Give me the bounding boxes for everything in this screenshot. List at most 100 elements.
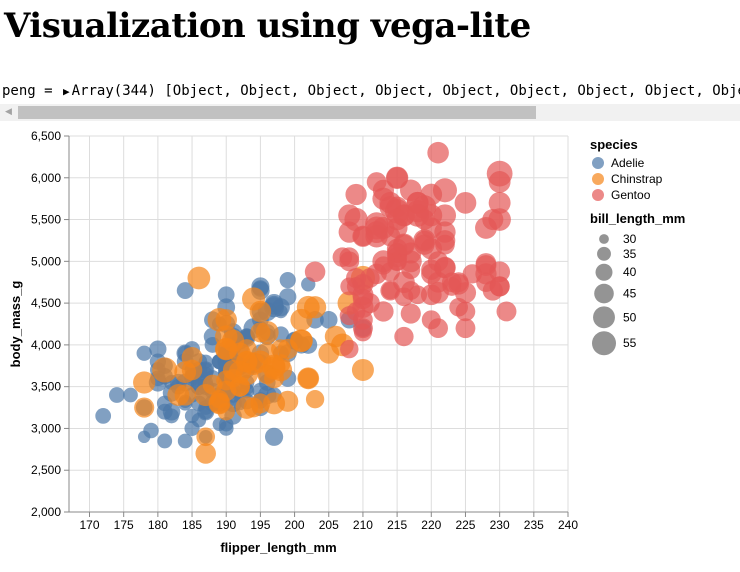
array-summary[interactable]: Array(344) [Object, Object, Object, Obje… (71, 83, 740, 99)
data-point-gentoo (401, 281, 421, 301)
scrollbar-thumb[interactable] (18, 106, 536, 119)
data-point-adelie (279, 272, 296, 289)
legend-size-label: 55 (623, 336, 637, 350)
page-title: Visualization using vega-lite (4, 6, 531, 46)
data-point-chinstrap (298, 368, 319, 389)
data-point-gentoo (475, 253, 497, 274)
data-point-adelie (177, 433, 193, 449)
data-point-adelie (264, 427, 284, 446)
data-point-gentoo (340, 339, 359, 359)
y-tick-label: 2,500 (31, 463, 61, 477)
data-point-chinstrap (174, 361, 197, 383)
data-point-gentoo (373, 301, 394, 322)
data-point-gentoo (435, 234, 455, 255)
data-point-adelie (136, 345, 152, 361)
legend-size-title: bill_length_mm (590, 211, 685, 226)
x-tick-label: 180 (148, 518, 168, 532)
data-point-adelie (157, 433, 173, 449)
x-tick-label: 175 (114, 518, 134, 532)
legend-size-label: 50 (623, 310, 637, 324)
legend-size-symbol (599, 234, 609, 244)
x-tick-label: 185 (182, 518, 202, 532)
x-tick-label: 230 (490, 518, 510, 532)
data-point-chinstrap (351, 358, 374, 381)
data-point-gentoo (496, 301, 517, 322)
variable-name: peng = (2, 83, 62, 99)
data-point-chinstrap (215, 309, 237, 331)
x-tick-label: 235 (524, 518, 544, 532)
data-point-chinstrap (242, 287, 266, 311)
y-tick-label: 2,000 (31, 505, 61, 519)
legend-swatch-gentoo (592, 189, 604, 201)
data-point-chinstrap (133, 371, 156, 394)
horizontal-scrollbar[interactable]: ◀ (0, 104, 740, 121)
scroll-left-arrow-icon[interactable]: ◀ (5, 107, 12, 117)
x-axis-title: flipper_length_mm (220, 540, 336, 555)
data-point-adelie (319, 311, 338, 329)
data-point-chinstrap (187, 266, 211, 290)
data-point-chinstrap (250, 393, 271, 414)
data-point-gentoo (392, 233, 416, 256)
x-tick-label: 200 (285, 518, 305, 532)
data-point-gentoo (344, 207, 368, 232)
code-output-line: peng = ▶ Array(344) [Object, Object, Obje… (2, 81, 740, 101)
data-point-adelie (176, 282, 194, 300)
data-point-gentoo (454, 282, 477, 304)
data-point-chinstrap (264, 368, 285, 389)
data-point-chinstrap (305, 390, 325, 409)
legend-size-label: 35 (623, 247, 637, 261)
y-tick-label: 5,000 (31, 254, 61, 268)
data-point-chinstrap (195, 443, 216, 464)
legend-swatch-chinstrap (592, 173, 604, 185)
legend-label-gentoo: Gentoo (611, 188, 651, 202)
x-tick-label: 170 (79, 518, 99, 532)
y-tick-label: 3,500 (31, 380, 61, 394)
data-point-chinstrap (277, 338, 298, 360)
expand-triangle-icon[interactable]: ▶ (63, 85, 70, 98)
data-point-chinstrap (167, 384, 190, 406)
data-point-chinstrap (228, 360, 252, 384)
data-point-gentoo (428, 318, 448, 339)
axes: 170 175 180 185 190 195 200 205 210 215 220 225 230 2… (31, 129, 578, 532)
legend-size-label: 40 (623, 265, 637, 279)
data-point-adelie (184, 420, 200, 437)
y-tick-label: 5,500 (31, 213, 61, 227)
data-point-gentoo (386, 167, 408, 189)
data-point-adelie (123, 387, 138, 403)
data-point-gentoo (488, 191, 511, 214)
legend: species bill_length_mm Adelie Chinstrap Ge… (590, 137, 685, 356)
data-point-gentoo (386, 208, 408, 231)
scatter-chart: 170 175 180 185 190 195 200 205 210 215 220 225 230 2… (8, 129, 685, 555)
data-point-adelie (149, 340, 167, 358)
data-point-gentoo (455, 318, 476, 339)
x-tick-label: 190 (216, 518, 236, 532)
x-tick-label: 240 (558, 518, 578, 532)
legend-size-symbol (595, 263, 613, 281)
data-point-gentoo (366, 172, 387, 192)
data-points (95, 141, 517, 464)
data-point-gentoo (414, 209, 435, 230)
data-point-gentoo (413, 229, 436, 252)
x-tick-label: 210 (353, 518, 373, 532)
data-point-gentoo (340, 277, 359, 296)
data-point-adelie (137, 430, 151, 444)
legend-size-symbol (593, 306, 615, 329)
data-point-adelie (184, 408, 200, 424)
legend-size-label: 30 (623, 232, 637, 246)
data-point-gentoo (339, 251, 360, 272)
y-tick-label: 4,500 (31, 296, 61, 310)
legend-species-title: species (590, 137, 638, 152)
y-tick-label: 4,000 (31, 338, 61, 352)
data-point-adelie (217, 286, 235, 304)
data-point-gentoo (394, 326, 414, 347)
x-tick-label: 195 (250, 518, 270, 532)
data-point-chinstrap (196, 427, 216, 447)
data-point-gentoo (488, 171, 511, 193)
data-point-gentoo (345, 183, 367, 206)
data-point-chinstrap (255, 320, 279, 344)
data-point-gentoo (304, 261, 326, 283)
data-point-gentoo (433, 204, 457, 227)
data-point-chinstrap (134, 397, 155, 418)
x-tick-label: 215 (387, 518, 407, 532)
data-point-gentoo (366, 263, 387, 285)
